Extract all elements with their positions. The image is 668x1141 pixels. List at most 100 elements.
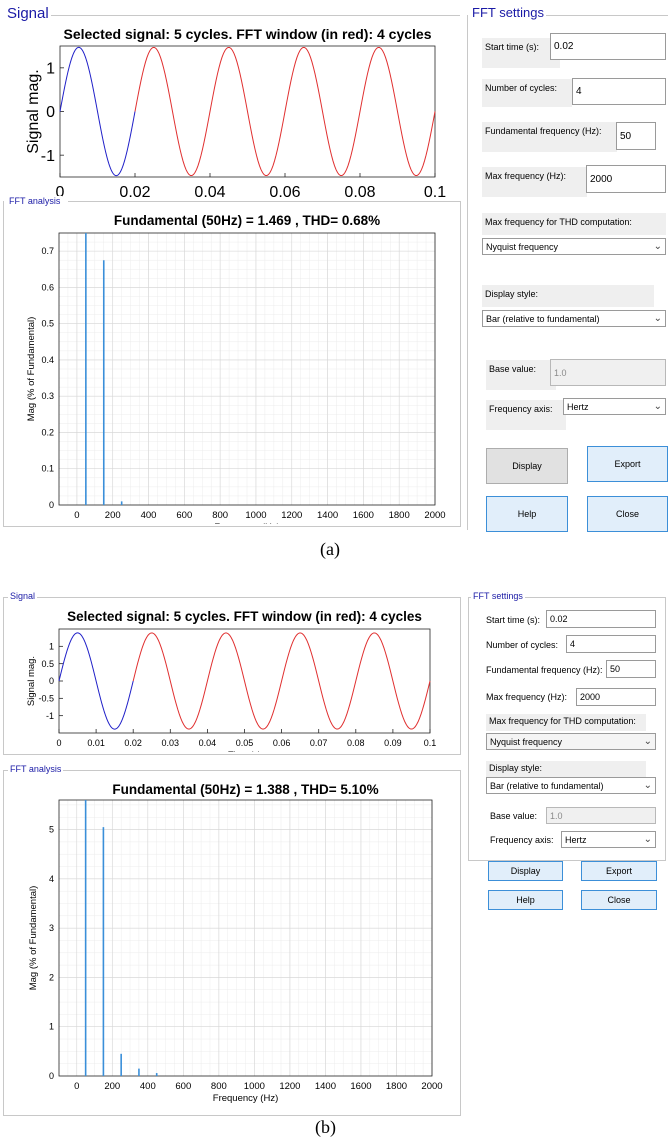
display-style-dropdown[interactable]: Bar (relative to fundamental) ⌄ [486,777,656,794]
fft-plot-b: 0 200 400 600 800 1000 1200 1400 1600 1800 2000 0 1 2… [28,782,443,1104]
max-freq-label: Max frequency (Hz): [486,692,568,702]
plot-title: Fundamental (50Hz) = 1.469 , THD= 0.68% [114,213,380,228]
y-tick-label: 1 [49,641,54,651]
y-tick-label: 0 [49,1071,54,1081]
base-value-input[interactable]: 1.0 [546,807,656,824]
signal-series-fft-window [132,632,431,730]
start-time-label: Start time (s): [482,38,560,68]
help-button[interactable]: Help [486,496,568,532]
y-tick-label: 0.3 [41,391,54,401]
x-tick-label: 2000 [424,510,445,521]
display-button[interactable]: Display [488,861,563,881]
x-tick-label: 0.02 [124,738,142,748]
x-tick-label: 200 [105,510,121,521]
y-tick-label: 0.5 [41,659,54,669]
max-freq-input[interactable]: 2000 [586,165,666,193]
help-button[interactable]: Help [488,890,563,910]
x-tick-label: 1600 [353,510,374,521]
x-tick-label: 1400 [315,1081,336,1092]
signal-series-pre-window [58,632,134,730]
export-button[interactable]: Export [587,446,668,482]
max-freq-input[interactable]: 2000 [576,688,656,706]
signal-series-pre-window [59,46,136,177]
thd-dropdown[interactable]: Nyquist frequency ⌄ [486,733,656,750]
x-tick-label: 0.1 [424,738,437,748]
x-tick-label: 0.08 [344,184,375,197]
chevron-down-icon: ⌄ [653,401,662,412]
x-tick-label: 0 [56,738,61,748]
x-tick-label: 800 [211,1081,227,1092]
x-tick-label: 1600 [350,1081,371,1092]
freq-axis-dropdown[interactable]: Hertz ⌄ [561,831,656,848]
display-style-label: Display style: [482,285,654,307]
display-style-dropdown[interactable]: Bar (relative to fundamental) ⌄ [482,310,666,327]
cycles-input[interactable]: 4 [566,635,656,653]
y-axis-label: Mag (% of Fundamental) [28,886,39,991]
export-button[interactable]: Export [581,861,657,881]
x-tick-label: 600 [175,1081,191,1092]
display-button[interactable]: Display [486,448,568,484]
freq-axis-dropdown[interactable]: Hertz ⌄ [563,398,666,415]
y-tick-label: -1 [46,711,54,721]
y-tick-label: -1 [41,148,55,165]
start-time-input[interactable]: 0.02 [550,33,666,60]
x-tick-label: 0 [74,1081,79,1092]
plot-title: Selected signal: 5 cycles. FFT window (i… [67,609,422,624]
x-tick-label: 1200 [281,510,302,521]
fund-freq-input[interactable]: 50 [606,660,656,678]
signal-section-label: Signal [5,5,51,22]
y-tick-label: 2 [49,972,54,982]
chevron-down-icon: ⌄ [643,736,652,747]
y-tick-label: -0.5 [38,693,54,703]
display-style-value: Bar (relative to fundamental) [486,313,600,324]
x-tick-label: 0.04 [194,184,225,197]
fft-settings-section-label: FFT settings [471,591,525,601]
freq-axis-label: Frequency axis: [486,400,566,430]
max-freq-label: Max frequency (Hz): [482,167,587,197]
y-axis-label: Mag (% of Fundamental) [26,317,37,422]
cycles-label: Number of cycles: [486,640,559,650]
x-tick-label: 0 [74,510,79,521]
cycles-label: Number of cycles: [482,79,572,107]
x-tick-label: 400 [141,510,157,521]
y-tick-label: 0.6 [41,282,54,292]
chevron-down-icon: ⌄ [653,313,662,324]
y-tick-label: 0.4 [41,355,54,365]
x-tick-label: 0.05 [236,738,254,748]
plot-title: Fundamental (50Hz) = 1.388 , THD= 5.10% [112,782,378,797]
start-time-label: Start time (s): [486,615,541,625]
y-tick-label: 0 [49,676,54,686]
fft-plot-a: 0 200 400 600 800 1000 1200 1400 1600 1800 2000 0 0.… [26,213,446,524]
fund-freq-label: Fundamental frequency (Hz): [486,665,603,675]
y-tick-label: 4 [49,874,54,884]
cycles-input[interactable]: 4 [572,78,666,105]
x-tick-label: 200 [104,1081,120,1092]
fft-settings-section-label: FFT settings [470,5,547,20]
close-button[interactable]: Close [581,890,657,910]
display-style-value: Bar (relative to fundamental) [490,780,604,791]
base-value-input[interactable]: 1.0 [550,359,666,386]
x-tick-label: 0.01 [87,738,105,748]
y-tick-label: 0 [49,500,54,510]
freq-axis-label: Frequency axis: [490,835,554,845]
signal-plot-b: Selected signal: 5 cycles. FFT window (i… [26,609,437,752]
x-axis-label: Frequency (Hz) [214,522,279,524]
plot-frame [58,232,436,506]
y-tick-label: 0 [46,104,55,121]
close-button[interactable]: Close [587,496,668,532]
fund-freq-input[interactable]: 50 [616,122,656,150]
x-tick-label: 0.09 [384,738,402,748]
y-tick-label: 5 [49,825,54,835]
y-axis-label: Signal mag. [25,69,42,154]
y-tick-label: 1 [49,1022,54,1032]
y-tick-label: 0.7 [41,246,54,256]
x-tick-label: 1000 [244,1081,265,1092]
y-tick-label: 0.5 [41,319,54,329]
start-time-input[interactable]: 0.02 [546,610,656,628]
thd-dropdown[interactable]: Nyquist frequency ⌄ [482,238,666,255]
x-tick-label: 1000 [245,510,266,521]
x-tick-label: 1800 [389,510,410,521]
y-tick-label: 0.1 [41,464,54,474]
base-value-label: Base value: [490,811,538,821]
x-tick-label: 600 [176,510,192,521]
